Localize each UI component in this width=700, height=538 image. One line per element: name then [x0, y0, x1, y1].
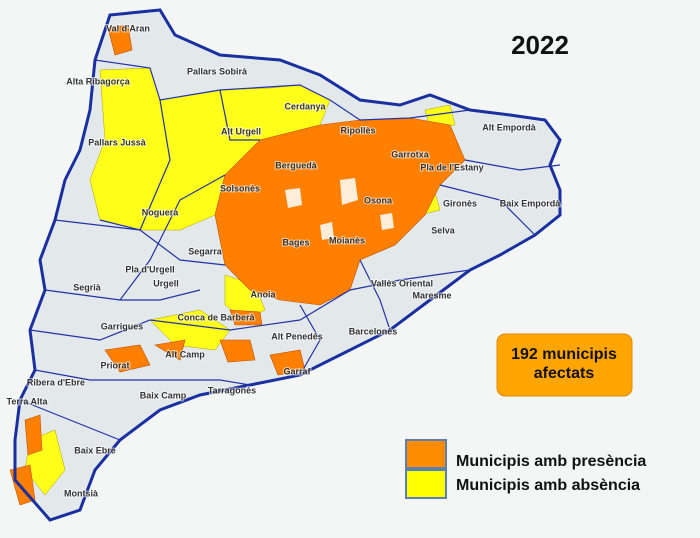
region-label: Montsià [64, 488, 99, 498]
region-label: Tarragonès [208, 385, 256, 395]
region-label: Val d'Aran [106, 23, 150, 33]
region-label: Segarra [188, 246, 223, 256]
region-label: Alt Urgell [221, 126, 261, 136]
border [13, 8, 562, 522]
region-label: Anoia [250, 289, 276, 299]
region-label: Baix Camp [140, 390, 187, 400]
region-label: Cerdanya [284, 101, 326, 111]
region-label: Baix Empordà [500, 198, 562, 208]
region-label: Moianès [329, 235, 365, 245]
region-label: Urgell [153, 278, 179, 288]
region-label: Pla d'Urgell [125, 264, 174, 274]
region-label: Maresme [412, 290, 451, 300]
region-label: Solsonès [220, 183, 260, 193]
region-label: Pallars Sobirà [187, 66, 248, 76]
region-label: Ribera d'Ebre [27, 377, 85, 387]
region-label: Segrià [73, 282, 102, 292]
region-label: Selva [431, 225, 456, 235]
region-label: Alta Ribagorça [66, 76, 131, 86]
region-label: Vallès Oriental [371, 278, 433, 288]
region-label: Garrotxa [391, 149, 430, 159]
region-label: Garraf [283, 366, 311, 376]
legend: Municipis amb presència Municipis amb abs… [405, 439, 646, 499]
region-label: Pallars Jussà [88, 137, 147, 147]
callout-text: afectats [534, 365, 595, 382]
region-label: Noguera [142, 207, 180, 217]
callout-text: 192 municipis [511, 346, 617, 363]
region-labels: Val d'Aran Alta Ribagorça Pallars Sobirà Pa… [5, 22, 562, 499]
title: 2022 [511, 30, 569, 60]
region-label: Pla de l'Estany [420, 162, 483, 172]
region-label: Berguedà [275, 160, 318, 170]
region-label: Bages [282, 237, 309, 247]
region-label: Priorat [100, 360, 129, 370]
region-label: Alt Penedès [271, 331, 323, 341]
callout-box [496, 333, 633, 397]
comarca-borders [19, 59, 561, 441]
region-label: Garrigues [101, 321, 144, 331]
region-label: Alt Camp [165, 349, 205, 359]
region-label: Baix Ebre [74, 445, 116, 455]
legend-label: Municipis amb presència [456, 453, 646, 470]
region-label: Osona [364, 195, 393, 205]
white-spots [285, 178, 394, 240]
legend-swatch [405, 469, 447, 499]
legend-label: Municipis amb absència [456, 477, 640, 494]
region-label: Gironès [443, 198, 477, 208]
legend-swatch [405, 439, 447, 469]
region-label: Conca de Barberà [177, 312, 255, 322]
region-label: Alt Empordà [482, 122, 536, 132]
region-label: Barcelonès [349, 326, 398, 336]
region-label: Ripollès [340, 125, 375, 135]
region-label: Terra Alta [6, 396, 48, 406]
